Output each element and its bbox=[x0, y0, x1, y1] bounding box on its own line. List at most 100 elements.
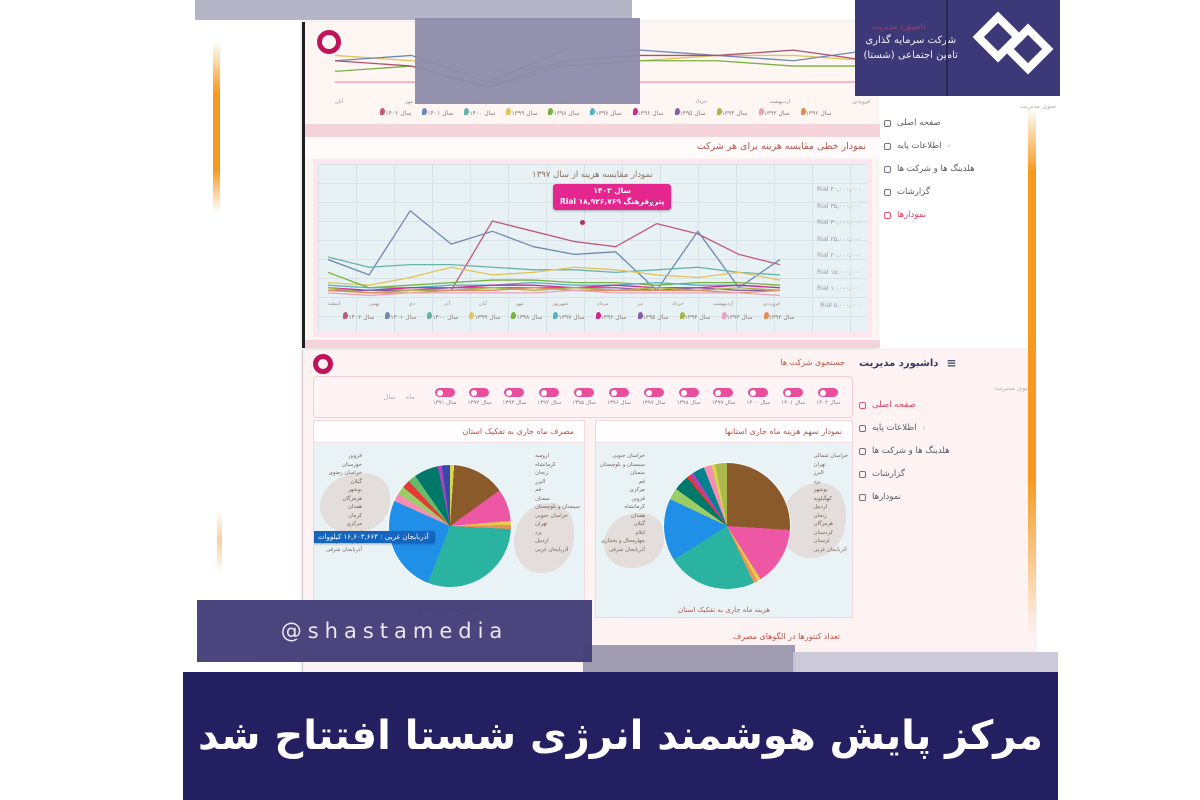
province-label: چهارمحال و بختیاری bbox=[600, 538, 645, 544]
x-axis-label: مرداد bbox=[597, 301, 609, 307]
toggle-switch-icon[interactable] bbox=[434, 388, 455, 397]
brand-header: شرکت سرمایه گذاری تامین اجتماعی (شستا) bbox=[855, 0, 1060, 96]
sidebar-menu-item[interactable]: صفحه اصلی bbox=[859, 400, 1031, 410]
company-search-label[interactable]: جستجوی شرکت ها bbox=[780, 358, 845, 367]
legend-item[interactable]: سال ۱۳۹۴ bbox=[678, 312, 711, 321]
province-label: زنجان bbox=[813, 512, 827, 519]
legend-item[interactable]: سال ۱۳۹۲ bbox=[762, 312, 795, 321]
menu-item-icon bbox=[884, 142, 891, 150]
legend-item[interactable]: سال ۱۳۹۶ bbox=[631, 108, 664, 117]
year-toggle[interactable]: سال ۱۳۹۱ bbox=[433, 388, 457, 406]
toggle-switch-icon[interactable] bbox=[504, 388, 525, 397]
menu-item-icon bbox=[884, 188, 891, 196]
chart-title: نمودار مقایسه هزینه از سال ۱۳۹۷ bbox=[532, 170, 653, 180]
toggle-switch-icon[interactable] bbox=[608, 388, 629, 397]
filter-dropdown[interactable]: ماه bbox=[405, 393, 415, 401]
year-toggle[interactable]: سال ۱۳۹۷ bbox=[642, 388, 666, 406]
legend-item[interactable]: سال ۱۳۹۷ bbox=[588, 108, 622, 117]
toggle-switch-icon[interactable] bbox=[539, 388, 560, 397]
year-toggle[interactable]: سال ۱۳۹۶ bbox=[607, 388, 631, 406]
legend-item[interactable]: سال ۱۴۰۱ bbox=[420, 108, 453, 117]
legend-item[interactable]: سال ۱۴۰۲ bbox=[341, 312, 374, 321]
year-toggle[interactable]: سال ۱۴۰۲ bbox=[816, 388, 840, 406]
legend-item[interactable]: سال ۱۳۹۸ bbox=[509, 312, 542, 321]
year-toggle[interactable]: سال ۱۴۰۰ bbox=[746, 388, 770, 406]
toggle-switch-icon[interactable] bbox=[818, 388, 839, 397]
legend-item[interactable]: سال ۱۳۹۹ bbox=[504, 108, 537, 117]
legend-item[interactable]: سال ۱۳۹۲ bbox=[799, 108, 832, 117]
toggle-switch-icon[interactable] bbox=[643, 388, 664, 397]
sidebar-menu-item[interactable]: اطلاعات پایه ‹ bbox=[884, 141, 1056, 151]
lavender-overlay bbox=[793, 652, 1058, 673]
toggle-switch-icon[interactable] bbox=[783, 388, 804, 397]
consumption-pie-panel: مصرف ماه جاری به تفکیک استان قزوین خوزستا… bbox=[313, 420, 585, 618]
toggle-switch-icon[interactable] bbox=[574, 388, 595, 397]
sidebar-menu-item[interactable]: هلدینگ ها و شرکت ها bbox=[859, 446, 1031, 456]
sidebar-menu-item[interactable]: گزارشات bbox=[859, 469, 1031, 479]
toggle-switch-icon[interactable] bbox=[713, 388, 734, 397]
sidebar-menu-item[interactable]: اطلاعات پایه ‹ bbox=[859, 423, 1031, 433]
sidebar-menu-item[interactable]: نمودارها bbox=[884, 210, 1056, 220]
x-tick-label: اردیبهشت bbox=[769, 99, 791, 105]
panel-divider bbox=[305, 124, 880, 137]
menu-item-icon bbox=[884, 211, 891, 219]
year-toggle[interactable]: سال ۱۴۰۱ bbox=[781, 388, 805, 406]
legend-item[interactable]: سال ۱۳۹۶ bbox=[594, 312, 627, 321]
world-map-decoration bbox=[604, 513, 664, 568]
legend-item[interactable]: سال ۱۴۰۰ bbox=[462, 108, 495, 117]
hamburger-menu-icon[interactable]: ≡ bbox=[946, 356, 957, 370]
year-toggle[interactable]: سال ۱۳۹۴ bbox=[537, 388, 561, 406]
y-axis-label: Rial ۳۰,۰۰۰,۰۰۰ bbox=[816, 219, 861, 226]
y-axis-labels: Rial ۴۰,۰۰۰,۰۰۰ Rial ۳۵,۰۰۰,۰۰۰ Rial ۳۰,۰۰… bbox=[817, 186, 861, 309]
sidebar-menu-item[interactable]: صفحه اصلی bbox=[884, 118, 1056, 128]
tooltip-year: سال ۱۴۰۲ bbox=[593, 186, 631, 195]
pie-tooltip: آذربایجان غربی : ۱۶,۶۰۳,۶۶۴ کیلووات bbox=[314, 531, 435, 543]
province-label: گیلان bbox=[350, 478, 362, 485]
filter-dropdown[interactable]: سال bbox=[383, 393, 396, 401]
legend-item[interactable]: سال ۱۳۹۷ bbox=[551, 312, 585, 321]
toggle-switch-icon[interactable] bbox=[469, 388, 490, 397]
headline-text: مرکز پایش هوشمند انرژی شستا افتتاح شد bbox=[198, 713, 1043, 759]
legend-item[interactable]: سال ۱۳۹۸ bbox=[546, 108, 579, 117]
year-toggle[interactable]: سال ۱۳۹۹ bbox=[712, 388, 735, 406]
x-tick-label: فروردین bbox=[852, 99, 870, 105]
sidebar-menu-item[interactable]: هلدینگ ها و شرکت ها bbox=[884, 164, 1056, 174]
legend-item[interactable]: سال ۱۳۹۳ bbox=[720, 312, 753, 321]
province-label: خوزستان bbox=[341, 461, 362, 468]
x-axis-label: شهریور bbox=[552, 301, 569, 307]
chevron-left-icon: ‹ bbox=[922, 424, 926, 432]
year-toggle[interactable]: سال ۱۳۹۵ bbox=[572, 388, 596, 406]
sidebar-menu-item[interactable]: گزارشات bbox=[884, 187, 1056, 197]
legend-item[interactable]: سال ۱۴۰۲ bbox=[378, 108, 411, 117]
legend-item[interactable]: سال ۱۳۹۳ bbox=[757, 108, 790, 117]
legend-item[interactable]: سال ۱۳۹۵ bbox=[636, 312, 669, 321]
legend-pin-icon bbox=[590, 108, 596, 115]
toggle-switch-icon[interactable] bbox=[748, 388, 769, 397]
province-label: بوشهر bbox=[347, 487, 362, 493]
province-label: آذربایجان غربی bbox=[535, 546, 569, 553]
x-axis-label: مهر bbox=[515, 301, 524, 307]
x-axis-label: تیر bbox=[637, 301, 644, 307]
legend-pin-icon bbox=[511, 312, 517, 319]
province-label: خراسان رضوی bbox=[328, 470, 362, 476]
sidebar-menu-list: صفحه اصلی اطلاعات پایه ‹ هلدینگ ها و شرک… bbox=[884, 118, 1056, 233]
legend-item[interactable]: سال ۱۴۰۱ bbox=[383, 312, 416, 321]
legend-item[interactable]: سال ۱۳۹۹ bbox=[467, 312, 500, 321]
province-label: تهران bbox=[535, 521, 548, 527]
year-toggle[interactable]: سال ۱۳۹۸ bbox=[677, 388, 701, 406]
world-map-decoration bbox=[514, 503, 574, 573]
province-label: سیستان و بلوچستان bbox=[535, 504, 580, 510]
legend-item[interactable]: سال ۱۴۰۰ bbox=[425, 312, 458, 321]
x-axis-label: آذر bbox=[443, 301, 450, 307]
sidebar-menu-item[interactable]: نمودارها bbox=[859, 492, 1031, 502]
legend-pin-icon bbox=[674, 108, 680, 115]
year-toggle-list: سال ۱۴۰۲ سال ۱۴۰۱ سال ۱۴۰۰ سال ۱۳۹۹ سال … bbox=[433, 388, 840, 406]
year-toggle[interactable]: سال ۱۳۹۲ bbox=[468, 388, 491, 406]
legend-item[interactable]: سال ۱۳۹۵ bbox=[673, 108, 706, 117]
toggle-switch-icon[interactable] bbox=[678, 388, 699, 397]
legend-item[interactable]: سال ۱۳۹۴ bbox=[715, 108, 748, 117]
sidebar-menu-list: صفحه اصلی اطلاعات پایه ‹ هلدینگ ها و شرک… bbox=[859, 400, 1031, 515]
legend-pin-icon bbox=[464, 108, 470, 115]
year-toggle[interactable]: سال ۱۳۹۳ bbox=[502, 388, 526, 406]
